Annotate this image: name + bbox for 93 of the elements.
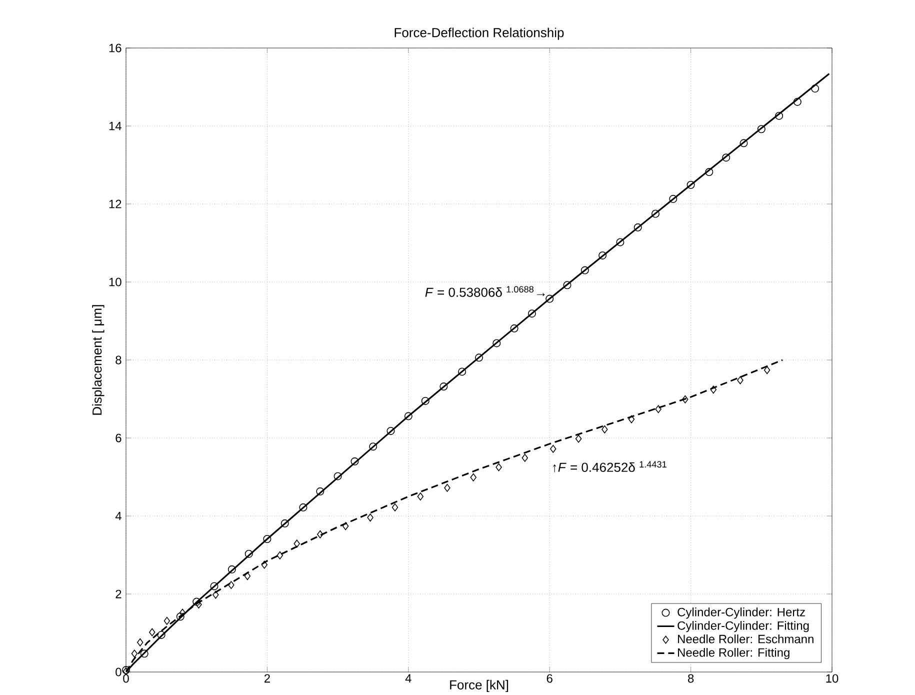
x-tick-label: 4 <box>405 674 412 682</box>
point <box>737 376 744 384</box>
point <box>334 472 342 480</box>
point <box>602 425 608 434</box>
point <box>179 608 186 617</box>
point <box>475 354 484 362</box>
y-tick-label: 16 <box>109 44 122 52</box>
point <box>228 581 234 590</box>
point <box>705 168 714 176</box>
point <box>157 630 166 639</box>
point <box>546 294 554 303</box>
point <box>263 535 272 544</box>
point <box>417 492 424 500</box>
y-tick-label: 0 <box>116 668 122 676</box>
point <box>299 503 308 512</box>
x-tick-label: 6 <box>546 674 552 683</box>
point <box>575 434 582 443</box>
chart-title: Force-Deflection Relationship <box>394 28 564 40</box>
point <box>244 572 251 580</box>
point <box>550 444 556 453</box>
point <box>137 638 144 646</box>
point <box>669 194 678 203</box>
point <box>628 415 635 424</box>
point <box>811 84 820 93</box>
point <box>192 598 201 606</box>
y-tick-label: 2 <box>116 590 122 598</box>
point <box>350 457 359 466</box>
point <box>367 514 374 522</box>
point <box>316 487 324 496</box>
y-tick-label: 14 <box>109 122 122 130</box>
point <box>634 223 642 232</box>
point <box>598 251 607 260</box>
point <box>444 484 450 492</box>
point <box>775 112 784 120</box>
legend-label: Needle Roller: Fitting <box>678 648 790 660</box>
point <box>280 519 289 528</box>
point <box>757 125 766 134</box>
point <box>740 139 748 148</box>
point <box>510 324 518 332</box>
point <box>164 616 170 625</box>
point <box>421 396 430 405</box>
point <box>140 650 148 658</box>
point <box>196 600 202 609</box>
annotation: F = 0.53806δ $^{1.0688}$→ <box>425 286 545 297</box>
point <box>682 395 688 404</box>
legend-label: Needle Roller: Eschmann <box>678 634 814 644</box>
point <box>580 266 589 274</box>
x-tick-label: 8 <box>688 674 694 683</box>
point <box>149 628 156 636</box>
point <box>210 582 218 590</box>
y-tick-label: 4 <box>115 512 122 520</box>
legend-label: Cylinder-Cylinder: Hertz <box>678 608 805 619</box>
point <box>458 368 466 376</box>
point <box>496 463 502 472</box>
y-tick-label: 12 <box>109 200 122 208</box>
point <box>563 281 572 290</box>
point <box>317 530 324 538</box>
point <box>764 366 770 374</box>
point <box>652 210 660 218</box>
x-axis-title: Force [kN] <box>450 680 508 692</box>
point <box>440 382 448 391</box>
point <box>528 310 536 318</box>
point <box>492 339 501 348</box>
point <box>261 560 268 569</box>
annotation: ↑F = 0.46252δ $^{1.4431}$ <box>553 461 666 472</box>
y-tick-label: 8 <box>116 356 122 364</box>
point <box>522 454 528 462</box>
point <box>369 442 378 451</box>
y-tick-label: 6 <box>116 434 122 442</box>
point <box>212 590 219 599</box>
point <box>404 412 412 420</box>
legend-label: Cylinder-Cylinder: Fitting <box>678 620 809 632</box>
y-axis-title: Displacement [ μm] <box>92 305 104 415</box>
point <box>386 426 395 435</box>
point <box>176 612 184 621</box>
point <box>244 550 253 558</box>
point <box>342 522 349 530</box>
point <box>655 405 662 414</box>
x-tick-label: 0 <box>123 674 129 683</box>
point <box>470 473 476 482</box>
y-tick-label: 10 <box>109 278 122 286</box>
point <box>294 540 300 548</box>
point <box>131 650 138 658</box>
point <box>228 565 236 574</box>
point <box>722 154 730 162</box>
point <box>710 386 716 394</box>
point <box>276 551 284 560</box>
x-tick-label: 10 <box>826 674 838 683</box>
point <box>793 98 802 106</box>
point <box>392 503 398 512</box>
x-tick-label: 2 <box>264 674 270 683</box>
point <box>616 238 624 246</box>
point <box>686 180 695 189</box>
